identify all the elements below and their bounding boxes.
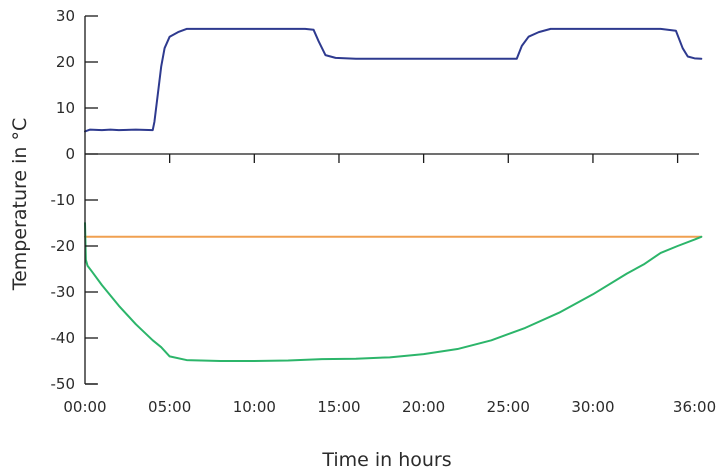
x-tick-label: 20:00 [402, 398, 445, 416]
x-tick-label: 30:00 [571, 398, 614, 416]
x-tick-label: 00:00 [63, 398, 106, 416]
y-tick-label: -10 [51, 191, 76, 209]
y-tick-label: -50 [51, 375, 76, 393]
y-tick-label: 30 [56, 7, 75, 25]
x-tick-label: 25:00 [487, 398, 530, 416]
y-tick-label: -30 [51, 283, 76, 301]
y-tick-label: 10 [56, 99, 75, 117]
x-axis-title: Time in hours [321, 449, 451, 468]
x-tick-label: 10:00 [233, 398, 276, 416]
x-tick-label: 15:00 [317, 398, 360, 416]
axes-layer [84, 16, 699, 385]
y-tick-label: 20 [56, 53, 75, 71]
x-tick-label: 36:00 [673, 398, 716, 416]
series-layer [84, 27, 703, 362]
series-line-3 [84, 222, 703, 362]
y-axis-title: Temperature in °C [9, 118, 31, 292]
series-line-1 [84, 27, 703, 133]
x-tick-label: 05:00 [148, 398, 191, 416]
ticks-layer: 30 20 10 0 -10 -20 -30 -40 -50 00:00 05:00 10:00 15:… [51, 7, 717, 416]
y-tick-label: -40 [51, 329, 76, 347]
y-tick-label: -20 [51, 237, 76, 255]
y-tick-label: 0 [65, 145, 75, 163]
